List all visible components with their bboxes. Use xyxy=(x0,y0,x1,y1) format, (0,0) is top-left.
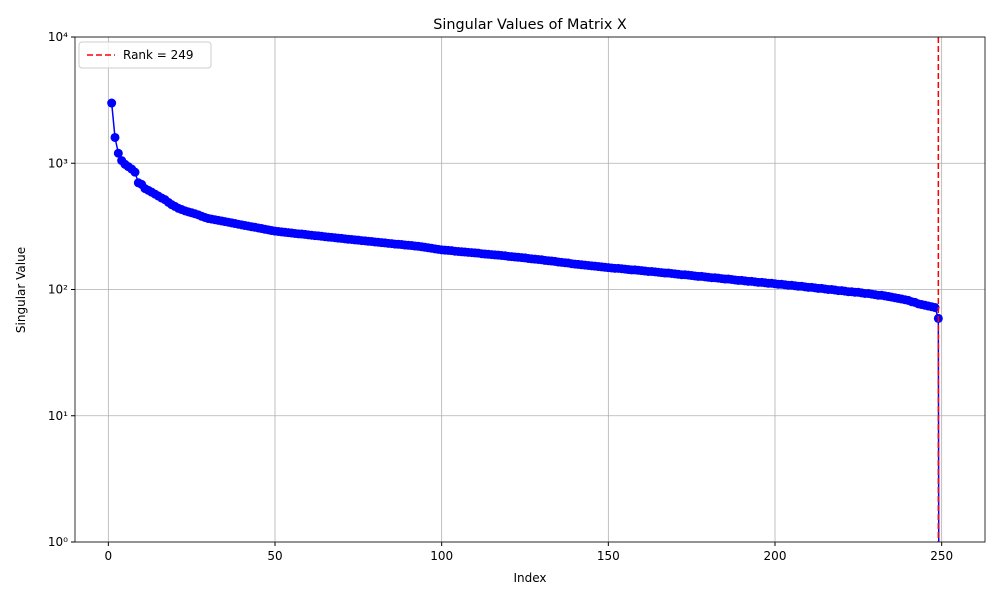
data-point xyxy=(107,98,117,108)
y-tick-label: 10⁴ xyxy=(48,30,68,44)
x-tick-label: 100 xyxy=(430,549,453,563)
data-point xyxy=(113,148,123,158)
x-tick-label: 150 xyxy=(597,549,620,563)
y-tick-label: 10⁰ xyxy=(48,535,68,549)
y-tick-label: 10³ xyxy=(48,156,68,170)
x-tick-label: 250 xyxy=(930,549,953,563)
chart-title: Singular Values of Matrix X xyxy=(433,17,627,33)
axes-frame xyxy=(74,36,986,543)
legend-box xyxy=(78,41,212,69)
series-line xyxy=(110,102,940,542)
data-point xyxy=(930,303,940,313)
y-tick-label: 10² xyxy=(48,283,68,297)
y-axis-label: Singular Value xyxy=(14,247,28,333)
data-point xyxy=(110,132,120,142)
x-axis-label: Index xyxy=(513,571,546,585)
x-tick-label: 200 xyxy=(764,549,787,563)
x-tick-label: 0 xyxy=(105,549,113,563)
plot-area xyxy=(107,98,943,542)
y-tick-label: 10¹ xyxy=(48,409,68,423)
x-tick-label: 50 xyxy=(267,549,282,563)
data-point xyxy=(130,167,140,177)
legend-label: Rank = 249 xyxy=(123,48,194,62)
